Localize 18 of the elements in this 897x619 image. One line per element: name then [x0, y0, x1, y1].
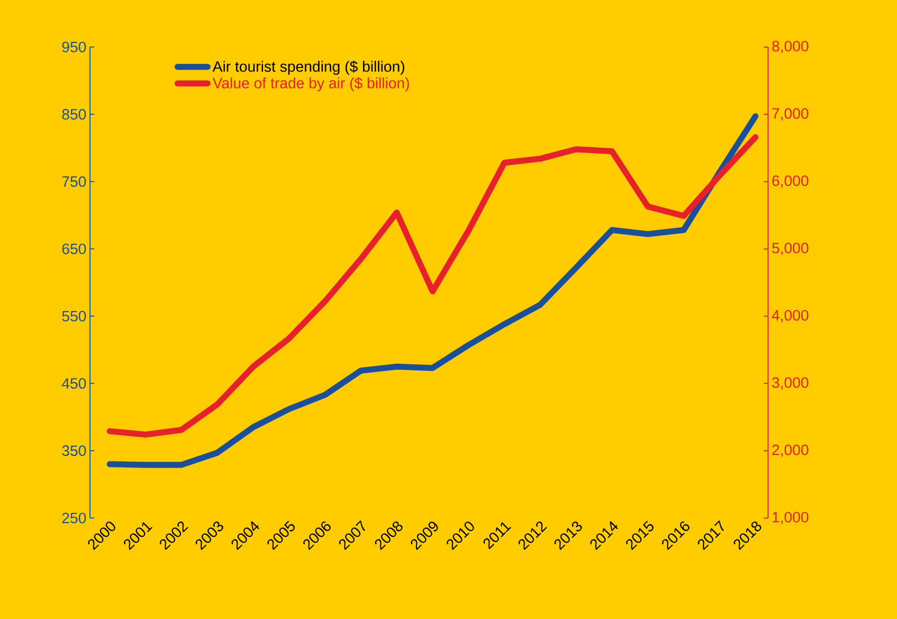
y2-tick-label: 3,000 [772, 377, 808, 390]
y2-tick-label: 4,000 [772, 310, 808, 322]
y-tick-label: 450 [62, 378, 86, 389]
y2-tick-label: 2,000 [772, 444, 808, 457]
y-tick-label: 550 [62, 310, 86, 322]
y-tick-label: 650 [62, 244, 86, 254]
y-tick-label: 750 [62, 176, 86, 187]
y-tick-label: 350 [62, 445, 86, 456]
y-tick-label: 250 [62, 512, 86, 524]
y2-tick-label: 5,000 [772, 242, 808, 256]
legend-label: Air tourist spending ($ billion) [212, 60, 404, 75]
legend-label: Value of trade by air ($ billion) [212, 77, 409, 92]
y-tick-label: 850 [62, 108, 86, 120]
y2-tick-label: 7,000 [772, 108, 808, 120]
y2-tick-label: 8,000 [772, 40, 808, 54]
y2-tick-label: 1,000 [772, 512, 808, 524]
y2-tick-label: 6,000 [772, 175, 808, 188]
y-tick-label: 950 [62, 42, 86, 52]
